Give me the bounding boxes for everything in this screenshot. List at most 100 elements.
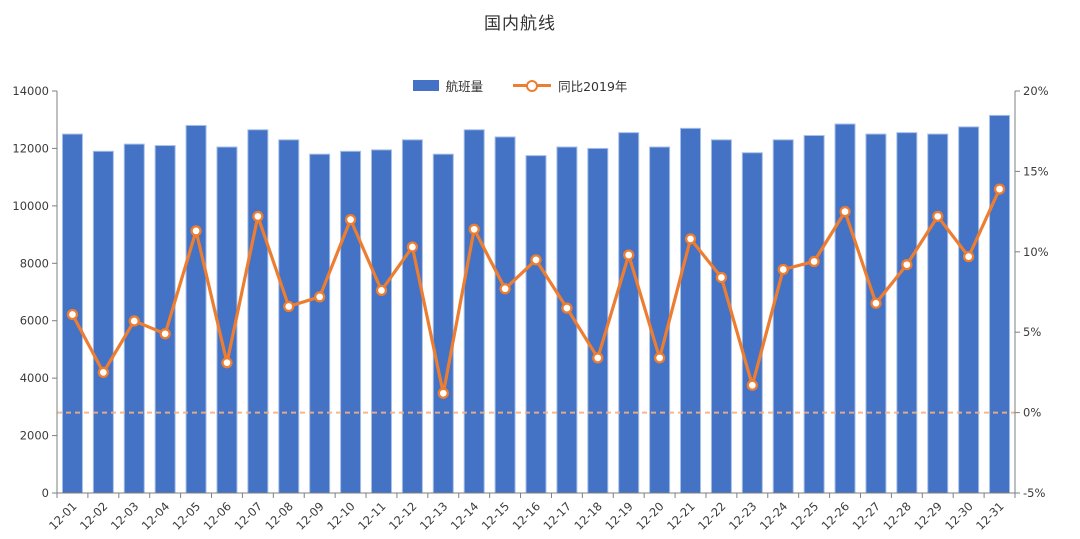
bar-12-16	[525, 155, 547, 494]
x-axis-label: 12-11	[355, 499, 389, 533]
right-axis-label: 20%	[1023, 84, 1049, 98]
bar-12-22	[710, 139, 732, 494]
x-axis-label: 12-10	[324, 499, 358, 533]
yoy-point-12-17	[561, 302, 573, 314]
yoy-point-12-07	[252, 210, 264, 223]
x-axis-label: 12-04	[139, 499, 173, 533]
yoy-point-12-19	[623, 249, 635, 261]
x-axis-label: 12-08	[262, 499, 296, 533]
left-axis-label: 12000	[12, 141, 49, 155]
x-axis-label: 12-19	[602, 499, 636, 533]
bar-12-27	[865, 133, 887, 494]
bar-12-13	[432, 153, 454, 494]
yoy-point-12-28	[901, 259, 913, 271]
yoy-point-12-25	[808, 255, 820, 268]
x-axis-label: 12-01	[46, 499, 80, 533]
yoy-point-12-16	[530, 254, 542, 266]
left-axis-label: 8000	[20, 256, 49, 270]
yoy-point-12-31	[993, 183, 1006, 195]
bar-12-29	[927, 133, 949, 494]
bar-12-24	[772, 139, 794, 494]
x-axis-label: 12-13	[417, 499, 451, 533]
bar-12-08	[278, 139, 300, 494]
x-axis-label: 12-28	[880, 499, 914, 533]
yoy-point-12-29	[932, 210, 944, 223]
bar-12-02	[92, 150, 114, 494]
bar-12-04	[154, 145, 176, 494]
bar-12-30	[958, 126, 980, 494]
yoy-point-12-13	[437, 387, 449, 399]
x-axis-label: 12-09	[293, 499, 327, 533]
yoy-point-12-01	[66, 308, 79, 321]
x-axis-label: 12-23	[726, 499, 760, 533]
line-series-label: 同比2019年	[558, 79, 628, 94]
right-axis-label: 0%	[1023, 406, 1041, 420]
x-axis-label: 12-29	[911, 499, 945, 533]
yoy-point-12-26	[839, 205, 851, 218]
yoy-point-12-05	[190, 225, 202, 237]
bar-12-18	[587, 147, 609, 494]
yoy-point-12-06	[221, 357, 233, 369]
yoy-point-12-18	[592, 352, 604, 364]
legend: 航班量 同比2019年	[0, 76, 1040, 95]
x-axis-label: 12-06	[201, 499, 235, 533]
bar-12-11	[370, 149, 392, 494]
x-axis-label: 12-27	[850, 499, 884, 533]
yoy-point-12-21	[684, 233, 697, 245]
x-axis-label: 12-14	[448, 499, 482, 533]
x-axis-label: 12-22	[695, 499, 729, 533]
bar-12-21	[680, 127, 702, 494]
yoy-point-12-20	[653, 352, 666, 364]
yoy-point-12-11	[375, 284, 388, 297]
bar-12-10	[340, 150, 362, 494]
left-axis-label: 0	[42, 486, 49, 500]
bar-12-14	[463, 129, 485, 494]
bar-12-23	[741, 152, 763, 494]
legend-item-flight-volume: 航班量	[412, 76, 484, 95]
bar-12-20	[649, 146, 671, 494]
right-axis-label: 10%	[1023, 245, 1049, 259]
bar-series-swatch-icon	[412, 80, 439, 91]
x-axis-label: 12-31	[973, 499, 1007, 533]
yoy-point-12-10	[344, 213, 357, 226]
line-series-dot-icon	[526, 79, 539, 92]
bar-12-07	[247, 129, 269, 494]
x-axis-label: 12-16	[510, 499, 544, 533]
line-series-marker-icon	[513, 79, 552, 92]
x-axis-label: 12-25	[788, 499, 822, 533]
yoy-point-12-23	[746, 379, 758, 391]
yoy-point-12-14	[468, 223, 480, 235]
yoy-point-12-27	[870, 297, 882, 309]
left-axis-label: 14000	[12, 84, 49, 98]
x-axis-label: 12-26	[819, 499, 853, 533]
yoy-point-12-24	[777, 263, 789, 276]
yoy-point-12-15	[499, 283, 511, 295]
bar-12-25	[803, 135, 825, 494]
bar-12-12	[401, 139, 423, 494]
x-axis-label: 12-12	[386, 499, 420, 533]
x-axis-label: 12-17	[540, 499, 574, 533]
yoy-point-12-03	[128, 315, 140, 327]
yoy-point-12-22	[715, 271, 728, 284]
bar-12-26	[834, 123, 856, 494]
bar-12-09	[309, 153, 331, 494]
x-axis-label: 12-02	[77, 499, 111, 533]
legend-item-yoy-2019: 同比2019年	[513, 76, 627, 95]
bar-12-06	[216, 146, 238, 494]
right-axis-label: -5%	[1023, 486, 1045, 500]
x-axis-label: 12-24	[757, 499, 791, 533]
bar-12-28	[896, 132, 918, 494]
right-axis-label: 15%	[1023, 164, 1049, 178]
bar-12-19	[618, 132, 640, 494]
bar-12-15	[494, 136, 516, 494]
left-axis-label: 4000	[20, 371, 49, 385]
x-axis-label: 12-18	[571, 499, 605, 533]
bar-series-label: 航班量	[445, 79, 484, 94]
x-axis-label: 12-05	[170, 499, 204, 533]
x-axis-label: 12-30	[942, 499, 976, 533]
yoy-point-12-02	[97, 366, 110, 379]
x-axis-label: 12-20	[633, 499, 667, 533]
yoy-point-12-08	[283, 300, 295, 313]
